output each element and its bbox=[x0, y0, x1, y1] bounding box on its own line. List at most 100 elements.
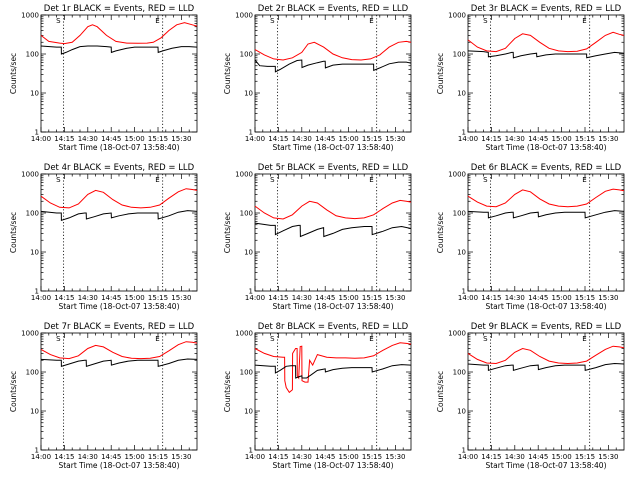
y-tick-label: 100 bbox=[240, 51, 253, 59]
x-axis-label: Start Time (18-Oct-07 13:58:40) bbox=[272, 302, 393, 311]
x-tick-label: 15:00 bbox=[339, 453, 359, 461]
x-tick-label: 15:15 bbox=[575, 294, 595, 302]
x-tick-label: 14:00 bbox=[245, 294, 265, 302]
x-tick-label: 14:45 bbox=[101, 135, 121, 143]
x-tick-label: 15:15 bbox=[148, 453, 168, 461]
marker-label-s: S bbox=[270, 17, 275, 25]
y-tick-label: 1 bbox=[462, 129, 466, 137]
y-axis-label: Counts/sec bbox=[436, 212, 445, 253]
y-tick-label: 1000 bbox=[235, 330, 253, 338]
panel-title: Det 6r BLACK = Events, RED = LLD bbox=[471, 163, 622, 173]
x-tick-label: 14:45 bbox=[315, 453, 335, 461]
plot-frame bbox=[254, 173, 412, 292]
panel-8: Det 8r BLACK = Events, RED = LLD 1 10 100 10… bbox=[223, 322, 412, 470]
plot-frame bbox=[467, 14, 625, 133]
x-tick-label: 14:15 bbox=[268, 135, 288, 143]
y-tick-label: 100 bbox=[240, 369, 253, 377]
y-tick-label: 1000 bbox=[448, 330, 466, 338]
x-tick-label: 15:15 bbox=[362, 453, 382, 461]
y-tick-label: 1 bbox=[35, 288, 39, 296]
marker-label-e: E bbox=[369, 17, 373, 25]
events-series-line bbox=[254, 222, 412, 238]
y-tick-label: 1 bbox=[249, 447, 253, 455]
y-tick-label: 10 bbox=[457, 90, 466, 98]
x-tick-label: 14:30 bbox=[505, 453, 525, 461]
y-tick-label: 1 bbox=[249, 288, 253, 296]
x-tick-label: 14:45 bbox=[315, 294, 335, 302]
x-tick-label: 15:00 bbox=[552, 135, 572, 143]
marker-label-e: E bbox=[369, 335, 373, 343]
y-tick-label: 10 bbox=[244, 249, 253, 257]
lld-series-line bbox=[40, 188, 198, 209]
marker-label-e: E bbox=[155, 17, 159, 25]
x-tick-label: 14:15 bbox=[268, 453, 288, 461]
lld-series-line bbox=[467, 31, 625, 53]
x-tick-label: 14:45 bbox=[101, 453, 121, 461]
x-tick-label: 15:00 bbox=[339, 294, 359, 302]
x-tick-label: 14:30 bbox=[78, 135, 98, 143]
panel-2: Det 2r BLACK = Events, RED = LLD 1 10 100 10… bbox=[223, 4, 412, 152]
x-tick-label: 14:30 bbox=[78, 453, 98, 461]
y-tick-label: 1000 bbox=[235, 12, 253, 20]
marker-label-e: E bbox=[155, 176, 159, 184]
panel-4: Det 4r BLACK = Events, RED = LLD 1 10 100 10… bbox=[9, 163, 198, 311]
x-tick-label: 15:15 bbox=[362, 135, 382, 143]
y-tick-label: 1000 bbox=[21, 330, 39, 338]
x-tick-label: 15:00 bbox=[552, 453, 572, 461]
x-tick-label: 14:45 bbox=[528, 453, 548, 461]
x-tick-label: 15:00 bbox=[125, 294, 145, 302]
plot-frame bbox=[254, 332, 412, 451]
y-tick-label: 1 bbox=[462, 447, 466, 455]
x-tick-label: 15:30 bbox=[385, 135, 405, 143]
plot-frame bbox=[40, 332, 198, 451]
y-axis-label: Counts/sec bbox=[223, 212, 232, 253]
marker-label-s: S bbox=[270, 176, 275, 184]
x-axis-label: Start Time (18-Oct-07 13:58:40) bbox=[272, 461, 393, 470]
lld-series-line bbox=[40, 341, 198, 360]
plot-frame bbox=[467, 332, 625, 451]
x-tick-label: 15:00 bbox=[552, 294, 572, 302]
y-axis-label: Counts/sec bbox=[9, 212, 18, 253]
x-axis-label: Start Time (18-Oct-07 13:58:40) bbox=[485, 302, 606, 311]
y-tick-label: 1000 bbox=[235, 171, 253, 179]
y-axis-label: Counts/sec bbox=[436, 53, 445, 94]
marker-label-s: S bbox=[56, 17, 61, 25]
x-tick-label: 14:15 bbox=[54, 294, 74, 302]
x-tick-label: 14:45 bbox=[101, 294, 121, 302]
y-axis-label: Counts/sec bbox=[223, 53, 232, 94]
panel-9: Det 9r BLACK = Events, RED = LLD 1 10 100 10… bbox=[436, 322, 625, 470]
marker-label-s: S bbox=[56, 335, 61, 343]
x-tick-label: 15:00 bbox=[125, 453, 145, 461]
x-tick-label: 14:30 bbox=[505, 294, 525, 302]
x-tick-label: 14:30 bbox=[505, 135, 525, 143]
x-tick-label: 14:00 bbox=[245, 135, 265, 143]
plot-frame bbox=[467, 173, 625, 292]
y-tick-label: 10 bbox=[457, 249, 466, 257]
plot-frame bbox=[254, 14, 412, 133]
panel-title: Det 2r BLACK = Events, RED = LLD bbox=[258, 4, 409, 14]
marker-label-e: E bbox=[582, 176, 586, 184]
x-tick-label: 15:15 bbox=[362, 294, 382, 302]
x-tick-label: 14:00 bbox=[458, 294, 478, 302]
x-tick-label: 14:30 bbox=[292, 294, 312, 302]
panel-title: Det 7r BLACK = Events, RED = LLD bbox=[44, 322, 195, 332]
panel-title: Det 1r BLACK = Events, RED = LLD bbox=[44, 4, 195, 14]
lld-series-line bbox=[254, 199, 412, 220]
y-axis-label: Counts/sec bbox=[9, 53, 18, 94]
marker-label-e: E bbox=[155, 335, 159, 343]
x-tick-label: 14:00 bbox=[31, 294, 51, 302]
y-tick-label: 1000 bbox=[21, 171, 39, 179]
events-series-line bbox=[254, 364, 412, 379]
y-tick-label: 100 bbox=[453, 369, 466, 377]
x-tick-label: 15:30 bbox=[385, 453, 405, 461]
plot-frame bbox=[40, 14, 198, 133]
x-tick-label: 14:30 bbox=[78, 294, 98, 302]
plot-frame bbox=[40, 173, 198, 292]
x-tick-label: 15:15 bbox=[148, 294, 168, 302]
lld-series-line bbox=[254, 342, 412, 394]
events-series-line bbox=[40, 358, 198, 367]
lld-series-line bbox=[254, 40, 412, 61]
marker-label-s: S bbox=[270, 335, 275, 343]
y-tick-label: 1 bbox=[249, 129, 253, 137]
